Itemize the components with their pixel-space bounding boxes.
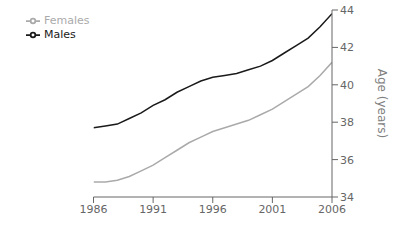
svg-text:38: 38 xyxy=(340,116,354,129)
svg-text:44: 44 xyxy=(340,4,354,17)
svg-text:1986: 1986 xyxy=(80,203,108,216)
html-text:Males: Males xyxy=(44,28,76,41)
svg-text:Age (years): Age (years) xyxy=(375,69,389,138)
svg-text:2001: 2001 xyxy=(258,203,286,216)
svg-text:42: 42 xyxy=(340,41,354,54)
svg-text:1996: 1996 xyxy=(199,203,227,216)
svg-text:36: 36 xyxy=(340,154,354,167)
svg-text:2006: 2006 xyxy=(318,203,346,216)
html-text:Females: Females xyxy=(44,14,90,27)
svg-text:34: 34 xyxy=(340,191,354,204)
svg-text:1991: 1991 xyxy=(139,203,167,216)
svg-text:40: 40 xyxy=(340,79,354,92)
